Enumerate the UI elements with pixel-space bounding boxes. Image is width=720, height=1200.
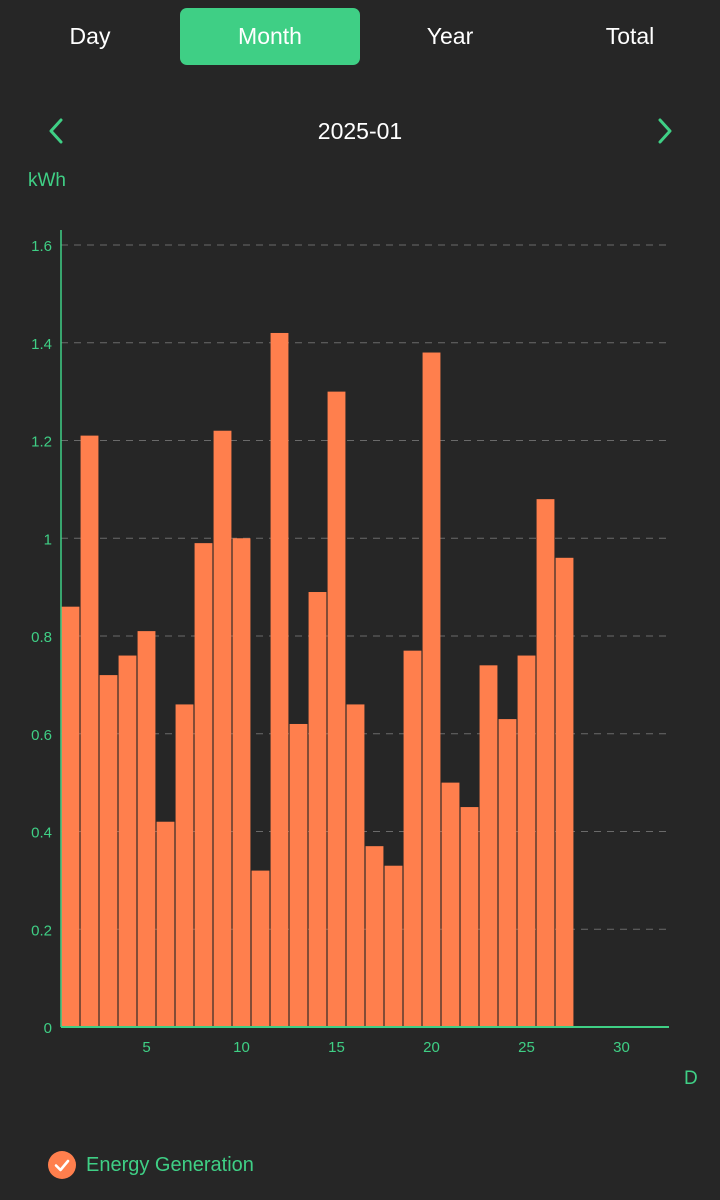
bar [61,606,80,1027]
y-tick-label: 1.2 [31,434,52,451]
y-tick-label: 1.4 [31,336,52,353]
y-axis-unit: kWh [28,170,66,191]
check-icon [48,1151,76,1179]
bar [555,557,574,1027]
bar [365,846,384,1027]
x-tick-label: 5 [142,1039,150,1056]
bar [232,538,251,1027]
bar [498,719,517,1027]
bar [156,821,175,1027]
tab-month[interactable]: Month [180,8,360,65]
chevron-right-icon[interactable] [651,116,677,146]
bar [536,499,555,1027]
bar [403,650,422,1027]
y-tick-label: 1.6 [31,238,52,255]
bar [346,704,365,1027]
period-label: 2025-01 [317,118,403,144]
bar [80,435,99,1027]
bar [289,723,308,1027]
x-tick-label: 30 [613,1039,630,1056]
y-tick-label: 1 [44,531,52,548]
bar [422,352,441,1027]
bar [118,655,137,1027]
bar [479,665,498,1027]
legend-label: Energy Generation [86,1153,254,1176]
bar [99,675,118,1027]
bar [213,430,232,1028]
chevron-left-icon[interactable] [44,116,70,146]
period-tabs: Day Month Year Total [0,8,720,65]
legend-energy-generation[interactable]: Energy Generation [48,1150,254,1180]
x-tick-label: 15 [328,1039,345,1056]
x-axis-unit: D [684,1068,698,1089]
bar [251,870,270,1027]
bar [460,807,479,1027]
bar [308,592,327,1027]
y-tick-label: 0 [44,1020,52,1037]
tab-total[interactable]: Total [605,23,655,49]
bar [194,543,213,1027]
bar [441,782,460,1027]
x-tick-label: 25 [518,1039,535,1056]
bar [517,655,536,1027]
energy-bar-chart: 0 0.2 0.4 0.6 0.8 1 1.2 1.4 1.6 5 10 15 20 25 30 [31,230,669,1056]
y-tick-label: 0.4 [31,825,52,842]
x-tick-label: 20 [423,1039,440,1056]
x-tick-label: 10 [233,1039,250,1056]
bar [270,332,289,1028]
bar [384,865,403,1027]
bar [175,704,194,1027]
tab-day[interactable]: Day [69,23,111,49]
y-tick-label: 0.8 [31,629,52,646]
tab-year[interactable]: Year [426,23,474,49]
period-navigator: 2025-01 [0,108,720,154]
bar [327,391,346,1027]
y-tick-label: 0.6 [31,727,52,744]
y-tick-label: 0.2 [31,922,52,939]
bar [137,631,156,1027]
